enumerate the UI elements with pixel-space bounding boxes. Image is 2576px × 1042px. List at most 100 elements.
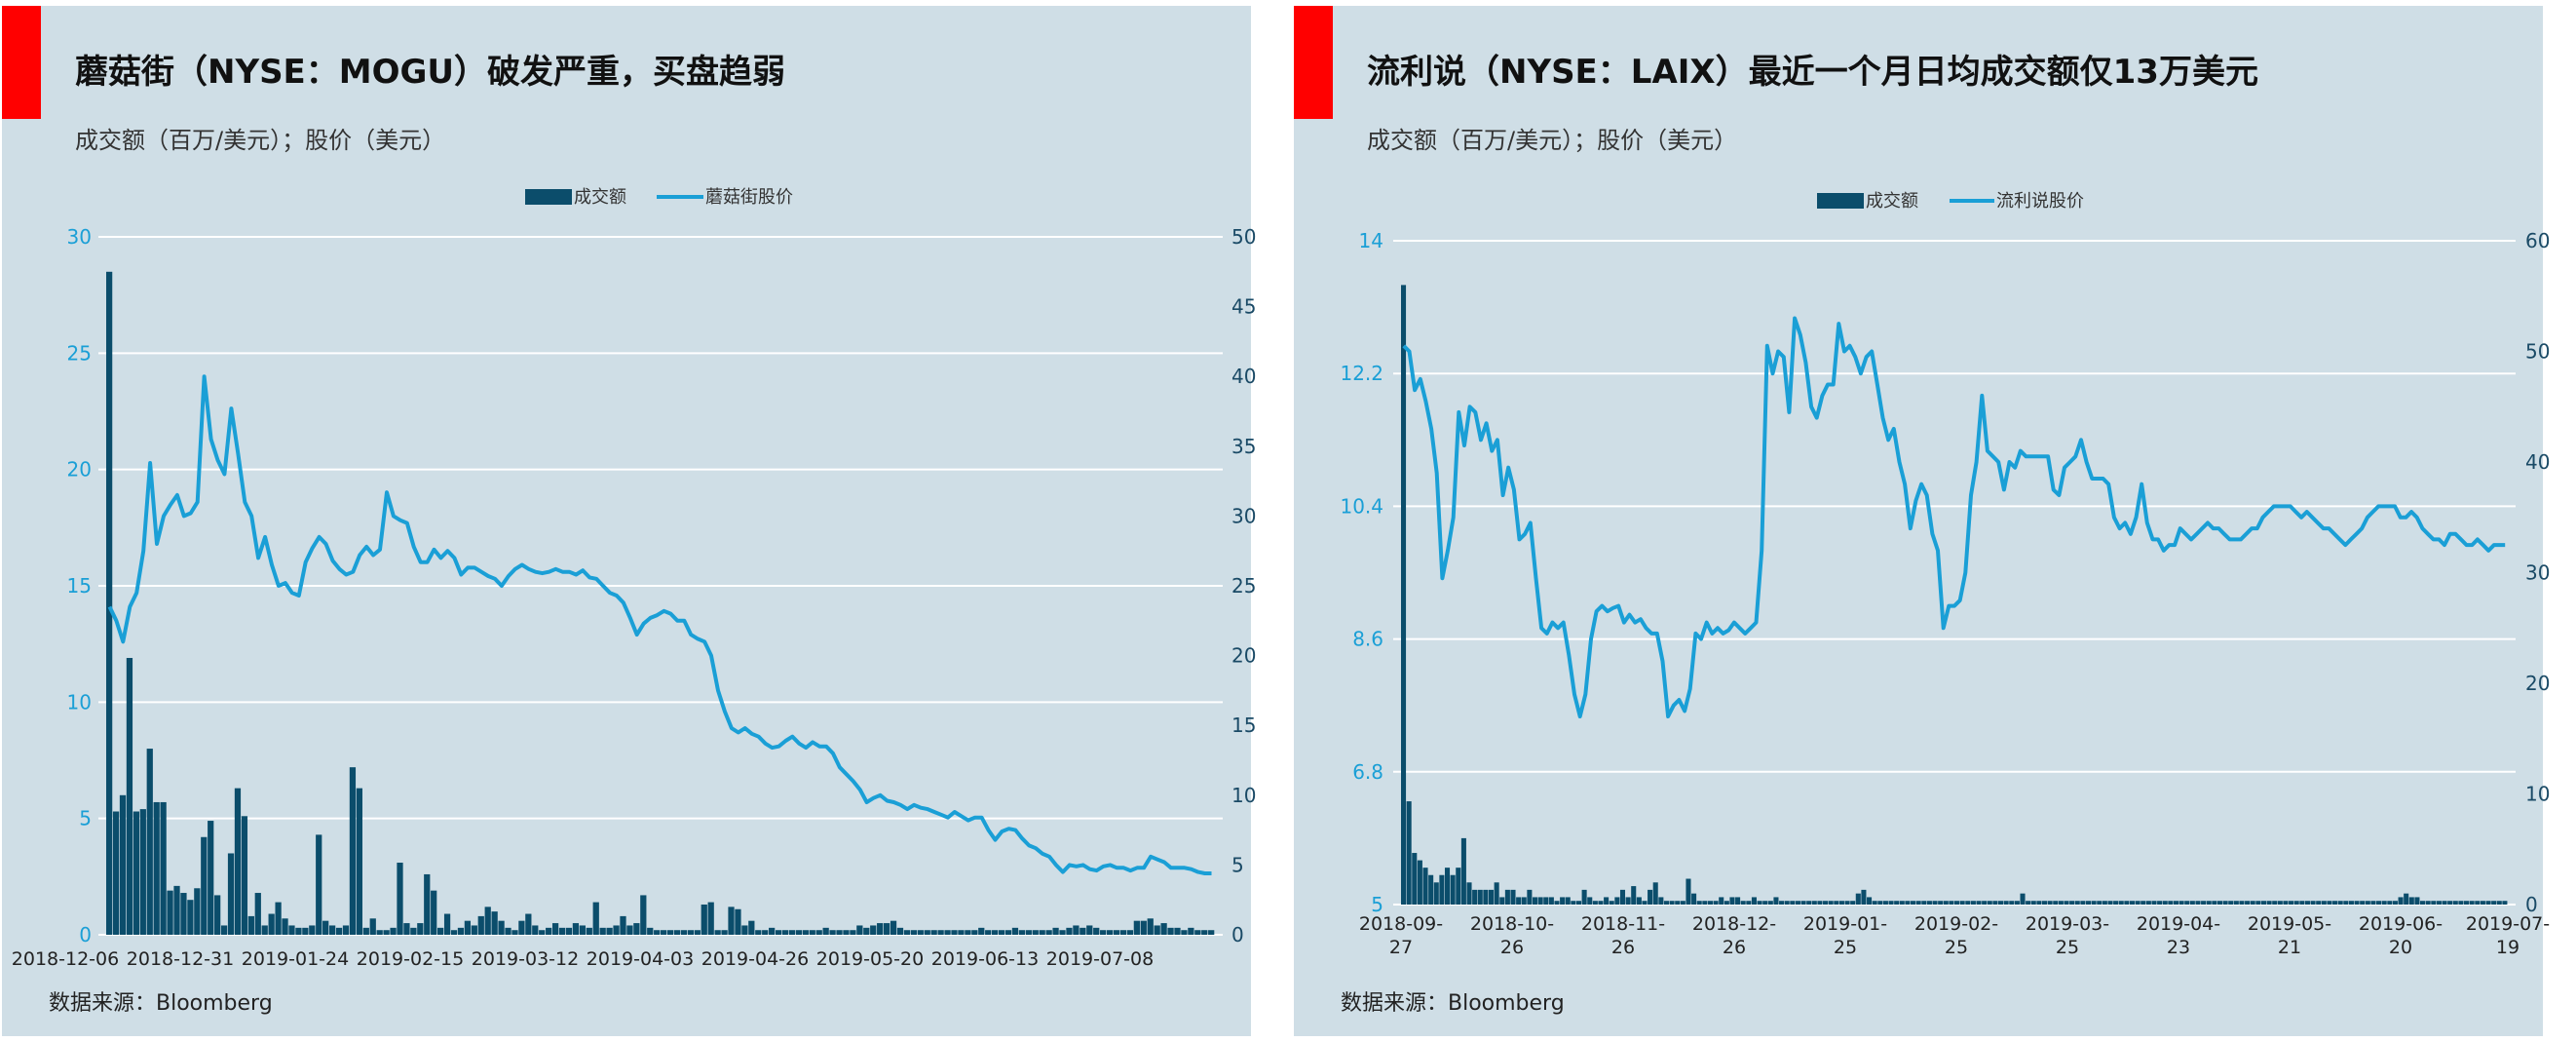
volume-bar xyxy=(592,902,599,935)
volume-bar xyxy=(187,900,194,935)
volume-bar xyxy=(992,930,999,935)
volume-bar xyxy=(775,930,782,935)
volume-bar xyxy=(769,927,776,935)
x-tick-label: 25 xyxy=(1945,937,1968,958)
legend-bar-swatch xyxy=(525,189,572,205)
volume-bar xyxy=(1938,901,1944,905)
volume-bar xyxy=(1631,886,1637,905)
left-tick-label: 5 xyxy=(79,807,92,830)
volume-bar xyxy=(288,925,295,935)
right-tick-label: 40 xyxy=(2525,450,2550,474)
volume-bar xyxy=(1987,901,1992,905)
volume-bar xyxy=(376,930,383,935)
volume-bar xyxy=(1997,901,2004,905)
volume-bar xyxy=(1982,901,1988,905)
volume-bar xyxy=(1406,801,1412,905)
volume-bar xyxy=(1032,930,1039,935)
volume-bar xyxy=(1106,930,1114,935)
volume-bar xyxy=(1488,889,1495,905)
volume-bar xyxy=(227,853,235,935)
volume-bar xyxy=(2496,901,2502,905)
volume-bar xyxy=(2447,901,2453,905)
volume-bar xyxy=(484,907,491,935)
volume-bar xyxy=(1086,925,1093,935)
volume-bar xyxy=(1140,920,1147,935)
volume-bar xyxy=(390,927,397,935)
x-tick-label: 19 xyxy=(2496,937,2519,958)
volume-bar xyxy=(2080,901,2086,905)
volume-bar xyxy=(586,927,592,935)
volume-bar xyxy=(924,930,930,935)
right-tick-label: 30 xyxy=(1231,504,1256,527)
volume-bar xyxy=(2064,901,2069,905)
volume-bar xyxy=(2414,897,2420,905)
left-tick-label: 10 xyxy=(67,690,92,714)
data-source: 数据来源：Bloomberg xyxy=(1341,991,1565,1016)
chart-panel-mogu: 蘑菇街（NYSE：MOGU）破发严重，买盘趋弱 成交额（百万/美元）；股价（美元… xyxy=(2,6,1257,1036)
volume-bar xyxy=(491,911,498,935)
volume-bar xyxy=(856,925,863,935)
volume-bar xyxy=(2255,901,2261,905)
right-tick-label: 20 xyxy=(2525,672,2550,695)
volume-bar xyxy=(160,801,167,935)
volume-bar xyxy=(1899,901,1905,905)
volume-bar xyxy=(836,930,843,935)
chart-units-label: 成交额（百万/美元）；股价（美元） xyxy=(75,127,446,154)
volume-bar xyxy=(1444,868,1451,905)
volume-bar xyxy=(1735,897,1741,905)
left-tick-label: 14 xyxy=(1359,229,1383,252)
x-tick-label: 23 xyxy=(2167,937,2190,958)
volume-bar xyxy=(2239,901,2245,905)
volume-bar xyxy=(1872,901,1877,905)
volume-bar xyxy=(2425,901,2431,905)
volume-bar xyxy=(1707,901,1713,905)
volume-bar xyxy=(2206,901,2212,905)
volume-bar xyxy=(2107,901,2113,905)
volume-bar xyxy=(1867,897,1873,905)
volume-bar xyxy=(1477,889,1483,905)
volume-bar xyxy=(1052,927,1059,935)
volume-bar xyxy=(1499,897,1505,905)
volume-bar xyxy=(2195,901,2201,905)
volume-bar xyxy=(1713,901,1719,905)
volume-bar xyxy=(1194,930,1201,935)
volume-bar xyxy=(342,925,350,935)
volume-bar xyxy=(654,930,661,935)
volume-bar xyxy=(1675,901,1681,905)
volume-bar xyxy=(2118,901,2124,905)
volume-bar xyxy=(1905,901,1911,905)
volume-bar xyxy=(620,915,626,935)
laix-chart: 5 6.8 8.6 10.4 12.2 14 0 10 20 30 40 50 60 2018-09-… xyxy=(1340,191,2550,958)
volume-bar xyxy=(1954,901,1960,905)
volume-bar xyxy=(1543,897,1549,905)
left-tick-label: 10.4 xyxy=(1340,494,1383,518)
volume-bar xyxy=(1045,930,1052,935)
volume-bar xyxy=(1483,889,1489,905)
volume-bar xyxy=(2431,901,2437,905)
x-tick-label: 26 xyxy=(1500,937,1524,958)
volume-bar xyxy=(153,801,160,935)
volume-bar xyxy=(1850,901,1856,905)
volume-bar xyxy=(2222,901,2228,905)
volume-bar xyxy=(755,930,762,935)
volume-bar xyxy=(167,890,173,935)
volume-bar xyxy=(282,918,288,935)
volume-bar xyxy=(119,794,127,935)
volume-bar xyxy=(2348,901,2354,905)
x-tick-label: 2019-04- xyxy=(2137,913,2220,935)
x-tick-label: 26 xyxy=(1611,937,1635,958)
left-tick-label: 15 xyxy=(67,574,92,598)
volume-bar xyxy=(1696,901,1702,905)
x-tick-label: 2019-02- xyxy=(1914,913,1998,935)
volume-bar xyxy=(126,657,133,935)
mogu-chart: 0 5 10 15 20 25 30 0 5 10 15 20 25 30 35 40 45 50 2018-1… xyxy=(12,187,1257,970)
volume-bar xyxy=(2189,901,2195,905)
chart-panel-laix: 流利说（NYSE：LAIX）最近一个月日均成交额仅13万美元 成交额（百万/美元… xyxy=(1294,6,2550,1036)
volume-bar xyxy=(201,836,208,935)
volume-bar xyxy=(1882,901,1888,905)
mogu-price-line xyxy=(107,374,1212,875)
volume-bar xyxy=(1439,874,1445,905)
volume-bar xyxy=(998,930,1005,935)
volume-bar xyxy=(139,809,146,935)
legend-line-label: 流利说股价 xyxy=(1996,191,2084,212)
